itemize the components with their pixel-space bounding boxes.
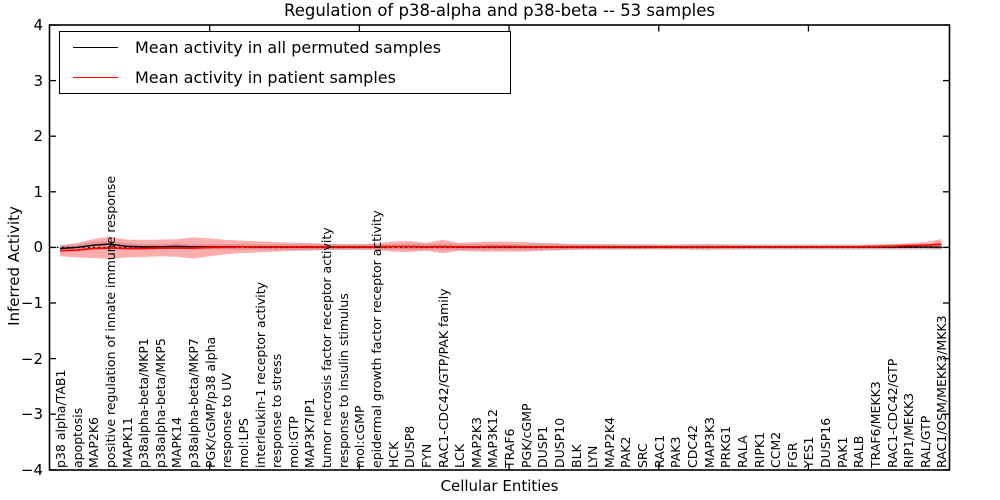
legend-label-patient: Mean activity in patient samples xyxy=(135,67,396,87)
x-tick-label: MAP2K3 xyxy=(468,416,484,468)
x-tick-label: FYN xyxy=(418,443,434,468)
x-tick-label: mol:LPS xyxy=(235,417,251,468)
x-tick-label: PAK2 xyxy=(618,436,634,468)
x-tick-label: MAP3K12 xyxy=(485,408,501,468)
permuted-line-swatch xyxy=(73,47,118,48)
x-tick-label: DUSP8 xyxy=(402,425,418,468)
x-tick-label: MAP3K7IP1 xyxy=(302,397,318,468)
x-tick-label: response to UV xyxy=(219,372,235,468)
x-tick-label: positive regulation of innate immune res… xyxy=(102,175,118,468)
patient-line-swatch xyxy=(73,77,118,78)
legend-item-permuted: Mean activity in all permuted samples xyxy=(60,33,510,62)
x-tick-label: mol:cGMP xyxy=(352,405,368,468)
x-tick-label: interleukin-1 receptor activity xyxy=(252,281,268,468)
y-tick-label: 4 xyxy=(33,16,43,34)
x-tick-label: RIPK1 xyxy=(751,431,767,468)
y-tick-label: −1 xyxy=(20,294,43,312)
x-tick-label: p38alpha-beta/MKP7 xyxy=(186,337,202,468)
y-tick-label: −3 xyxy=(20,405,43,424)
x-tick-label: MAP2K6 xyxy=(86,416,102,468)
x-tick-label: p38 alpha/TAB1 xyxy=(53,369,68,468)
x-tick-label: RAL/GTP xyxy=(917,415,933,468)
x-tick-label: RAC1/OSM/MEKK3/MKK3 xyxy=(934,314,950,468)
y-tick-label: 1 xyxy=(33,182,43,201)
y-tick-label: 2 xyxy=(33,127,43,146)
legend: Mean activity in all permuted samples Me… xyxy=(59,31,511,94)
x-tick-label: response to insulin stimulus xyxy=(335,292,351,468)
x-tick-label: response to stress xyxy=(269,353,285,468)
x-tick-label: RIP1/MEKK3 xyxy=(901,392,917,468)
x-tick-label: CDC42 xyxy=(685,424,701,468)
x-tick-label: HCK xyxy=(385,441,401,468)
legend-item-patient: Mean activity in patient samples xyxy=(60,63,510,92)
x-tick-label: RALA xyxy=(734,434,750,468)
x-tick-label: PAK1 xyxy=(834,436,850,468)
x-tick-label: MAP2K4 xyxy=(601,416,617,468)
patient-mean-line xyxy=(59,243,942,252)
x-tick-label: FGR xyxy=(784,441,800,468)
x-tick-label: p38alpha-beta/MKP5 xyxy=(152,337,168,468)
x-tick-label: CCM2 xyxy=(768,431,784,468)
x-tick-label: PRKG1 xyxy=(718,425,734,468)
x-tick-label: TRAF6 xyxy=(502,427,518,468)
x-tick-label: MAPK14 xyxy=(169,416,185,468)
x-tick-label: DUSP10 xyxy=(551,417,567,468)
x-tick-label: MAP3K3 xyxy=(701,416,717,468)
x-tick-label: epidermal growth factor receptor activit… xyxy=(369,209,384,468)
x-tick-label: MAPK11 xyxy=(119,416,135,468)
x-tick-label: RAC1-CDC42/GTP/PAK family xyxy=(435,287,451,468)
x-tick-label: DUSP16 xyxy=(818,417,834,468)
x-tick-label: LYN xyxy=(585,445,601,468)
x-tick-label: RAC1 xyxy=(651,434,667,468)
x-tick-label: PGK/cGMP xyxy=(518,402,534,468)
x-tick-label: p38alpha-beta/MKP1 xyxy=(136,337,152,468)
x-tick-label: tumor necrosis factor receptor activity xyxy=(319,226,335,468)
x-tick-label: YES1 xyxy=(801,436,817,468)
x-tick-label: LCK xyxy=(452,443,468,468)
x-tick-label: apoptosis xyxy=(69,407,85,468)
x-tick-label: BLK xyxy=(568,443,584,468)
x-tick-label: DUSP1 xyxy=(535,425,551,468)
x-tick-label: RAC1-CDC42/GTP xyxy=(884,358,900,468)
y-tick-label: −4 xyxy=(20,460,43,479)
x-tick-label: SRC xyxy=(635,442,651,468)
chart-title: Regulation of p38-alpha and p38-beta -- … xyxy=(283,1,716,20)
legend-label-permuted: Mean activity in all permuted samples xyxy=(135,37,442,57)
y-tick-label: 3 xyxy=(33,71,43,90)
x-tick-label: RALB xyxy=(851,435,867,468)
y-tick-label: 0 xyxy=(33,238,43,257)
x-tick-label: mol:GTP xyxy=(285,415,301,468)
x-axis-label: Cellular Entities xyxy=(440,477,559,495)
x-tick-label: PGK/cGMP/p38 alpha xyxy=(202,336,218,468)
y-tick-label: −2 xyxy=(20,349,43,368)
x-tick-label: PAK3 xyxy=(668,436,684,468)
x-tick-label: TRAF6/MEKK3 xyxy=(867,380,883,468)
patient-std-band xyxy=(60,236,942,260)
